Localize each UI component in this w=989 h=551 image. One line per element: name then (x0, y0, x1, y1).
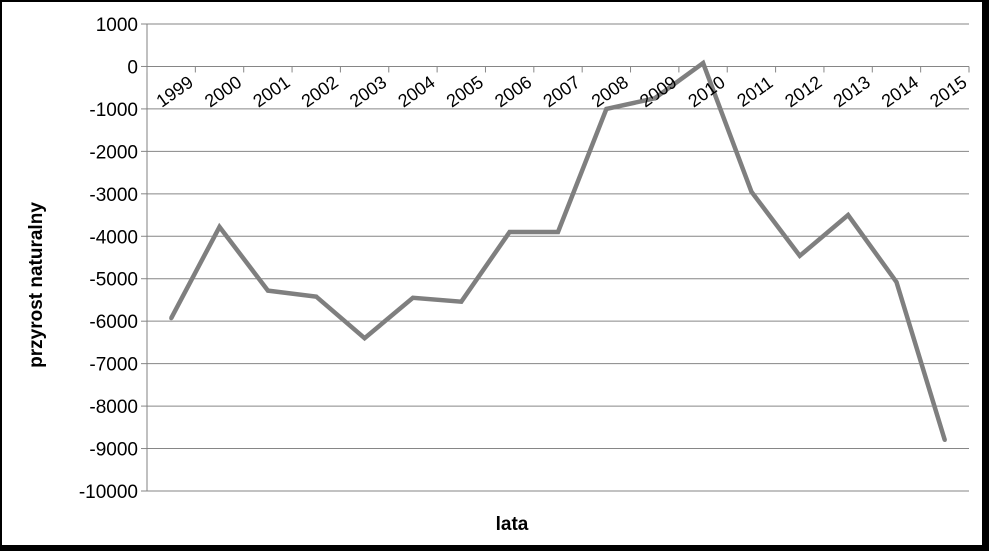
y-axis-ticks: 1000 0 -1000 -2000 -3000 -4000 -5000 -6000 -7000… (79, 15, 138, 503)
data-point (314, 294, 319, 299)
data-point (507, 230, 512, 235)
data-point (410, 295, 415, 300)
x-tick-label: 2015 (926, 72, 970, 111)
x-tick-label: 2005 (443, 72, 487, 111)
data-point (604, 106, 609, 111)
x-tick-label: 2000 (201, 72, 245, 111)
x-tick-label: 2012 (781, 72, 825, 111)
data-point (362, 336, 367, 341)
gridlines (141, 23, 969, 492)
x-tick-label: 2002 (298, 72, 342, 111)
data-point (169, 316, 174, 321)
y-tick-label: -7000 (89, 355, 138, 376)
y-tick-label: -1000 (89, 100, 138, 121)
x-axis-title: lata (496, 514, 529, 535)
x-tick-label: 2001 (249, 72, 293, 111)
x-tick-label: 2013 (830, 72, 874, 111)
data-point (556, 230, 560, 235)
y-tick-label: -2000 (89, 142, 138, 163)
data-point (942, 438, 947, 443)
y-tick-label: -3000 (89, 185, 138, 206)
data-point (749, 189, 754, 194)
data-point (265, 288, 270, 293)
data-point (846, 213, 851, 218)
y-tick-label: -6000 (89, 312, 138, 333)
y-tick-label: -9000 (89, 440, 138, 461)
y-tick-label: 0 (127, 57, 138, 78)
y-tick-label: -8000 (89, 397, 138, 418)
x-tick-label: 2011 (733, 72, 776, 111)
x-tick-label: 2014 (878, 72, 922, 111)
data-point (652, 96, 657, 101)
y-tick-label: -10000 (79, 482, 138, 503)
data-point (217, 224, 222, 229)
x-tick-label: 2006 (491, 72, 535, 111)
x-tick-label: 2009 (636, 72, 680, 111)
y-tick-label: -4000 (89, 227, 138, 248)
x-axis-ticks: 1999 2000 2001 2002 2003 2004 2005 2006 2007 2008… (146, 66, 971, 111)
y-tick-label: -5000 (89, 270, 138, 291)
y-tick-label: 1000 (96, 15, 138, 36)
x-tick-label: 2007 (539, 72, 583, 111)
data-point (894, 280, 899, 285)
series-line (169, 59, 947, 441)
data-point (797, 253, 802, 258)
y-axis-title: przyrost naturalny (26, 202, 47, 368)
x-tick-label: 1999 (153, 72, 197, 111)
data-point (459, 299, 464, 304)
data-point (701, 61, 706, 66)
x-tick-label: 2004 (394, 72, 438, 111)
x-tick-label: 2003 (346, 72, 390, 111)
